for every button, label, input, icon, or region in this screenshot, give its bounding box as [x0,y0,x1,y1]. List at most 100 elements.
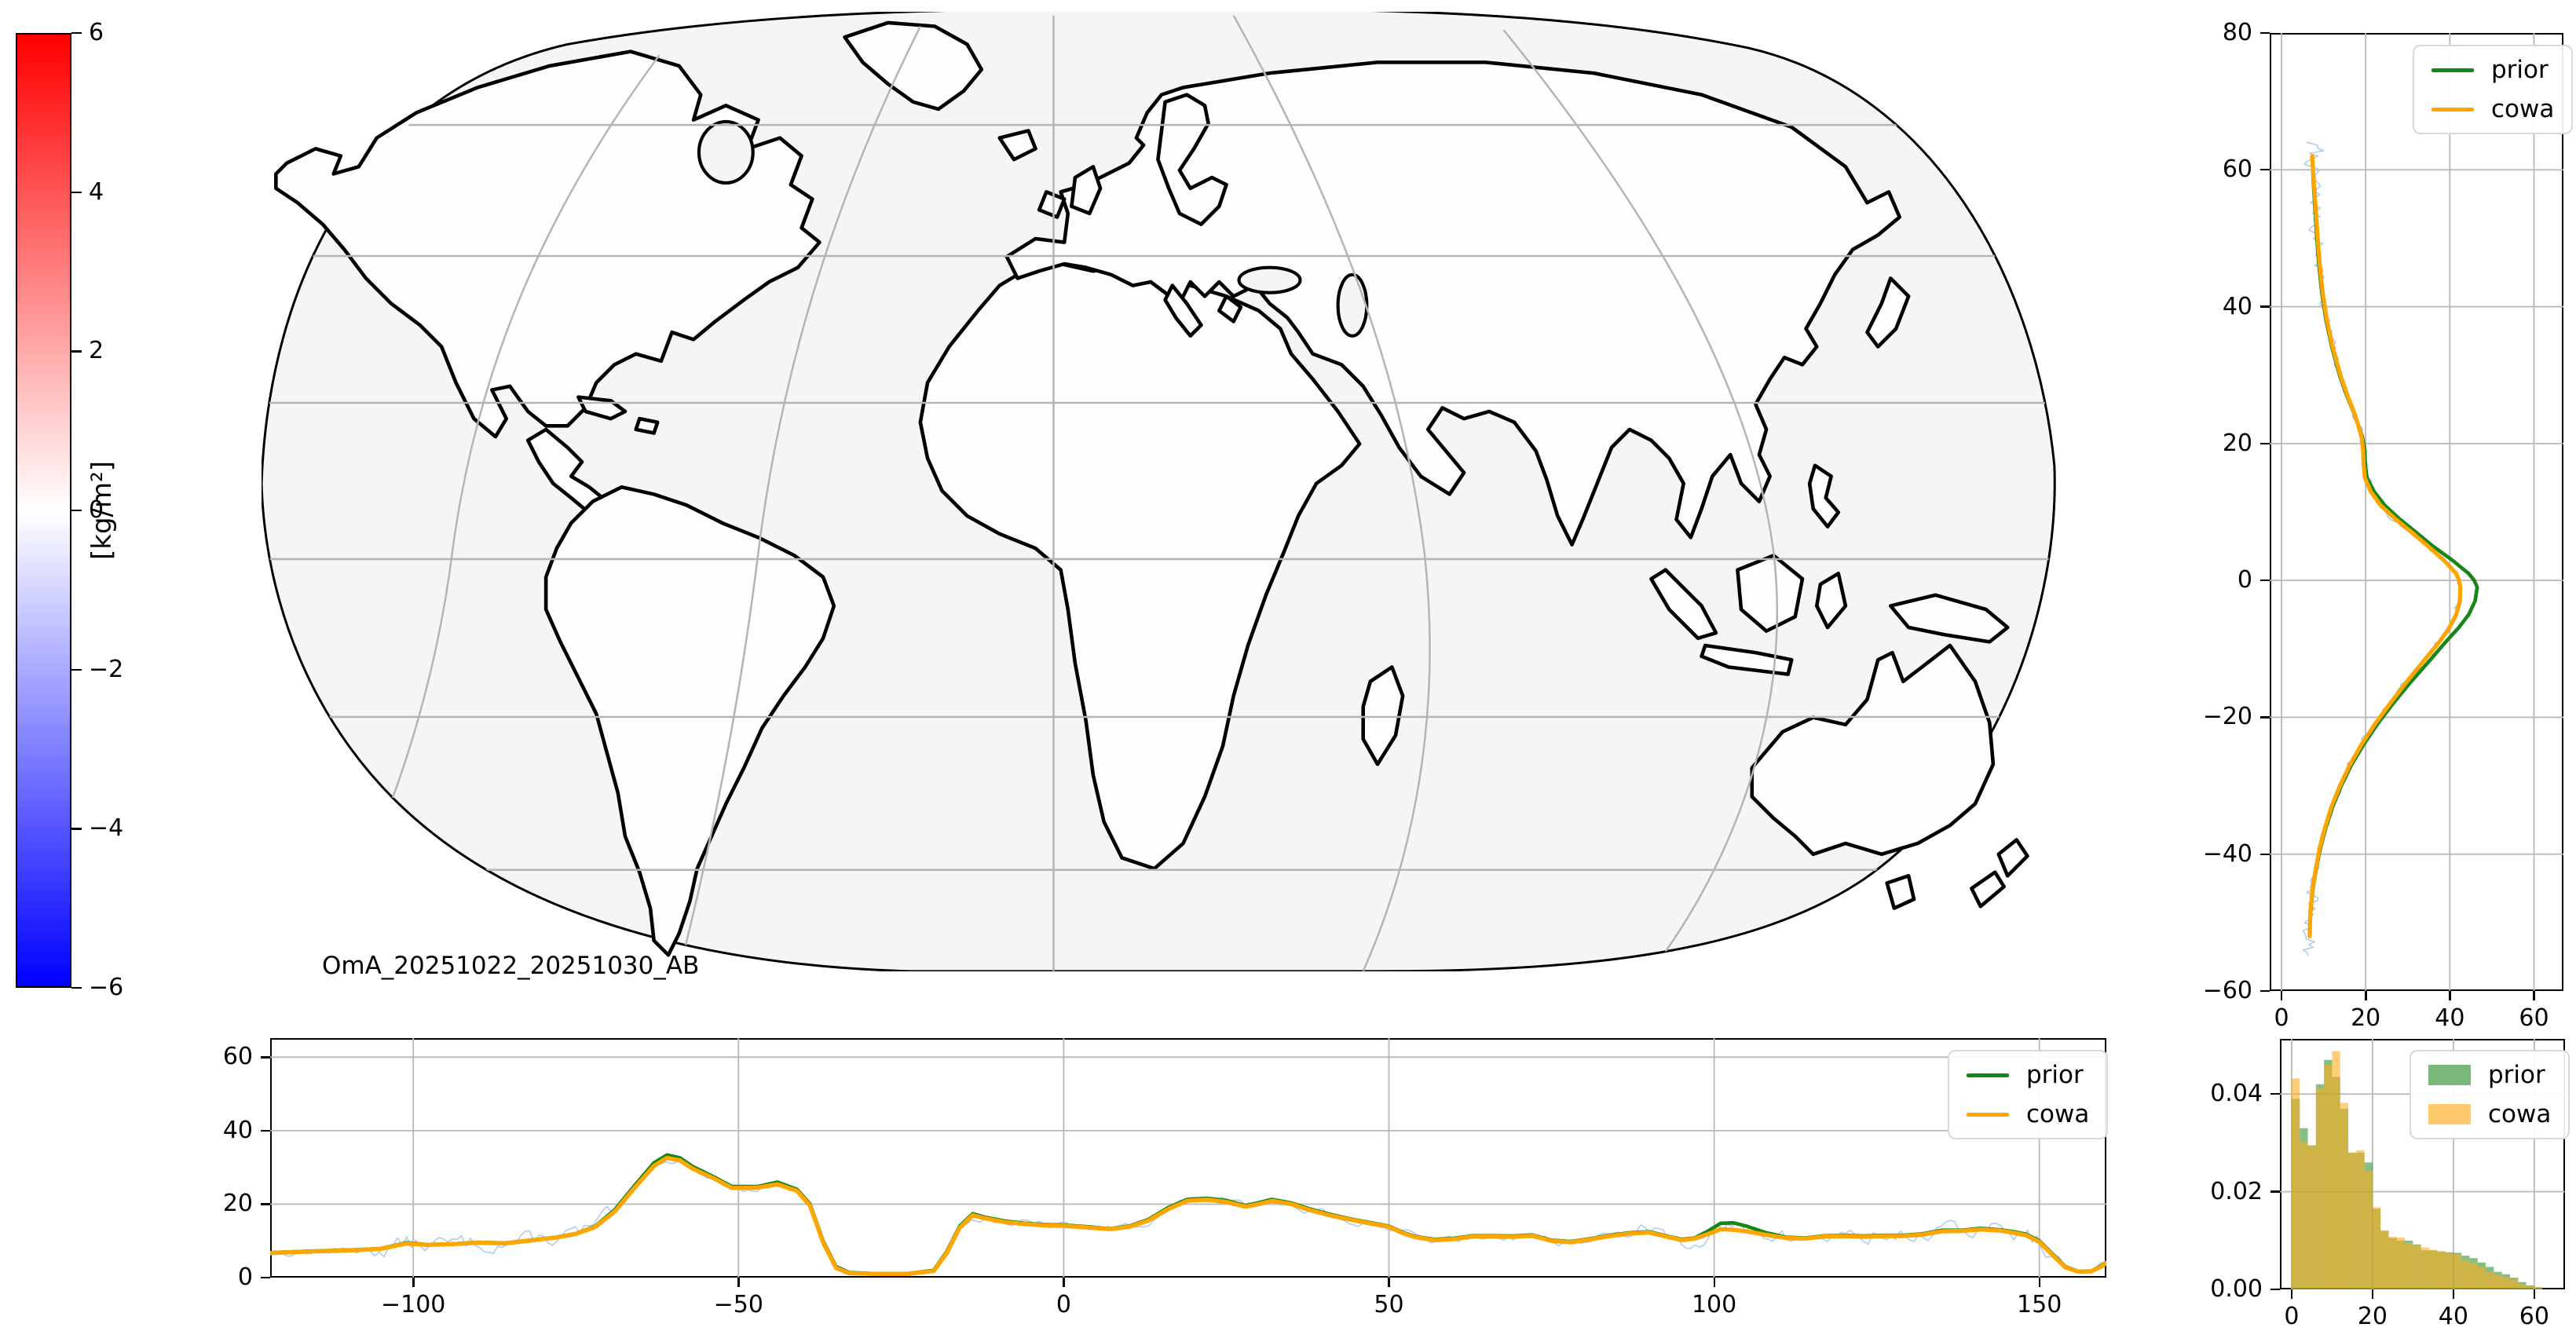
colorbar-tick-label: 0 [89,496,104,524]
colorbar-tick [71,32,82,35]
cowa-line-swatch [2431,107,2474,112]
x-tick [2371,1289,2374,1299]
x-tick [2452,1289,2455,1299]
y-tick [261,1276,270,1279]
lat-profile-legend: prior cowa [2413,45,2574,134]
y-tick-label: 0.04 [2210,1080,2263,1108]
x-tick [2449,991,2451,1000]
y-tick-label: 40 [2222,292,2252,320]
y-tick [261,1129,270,1132]
y-tick-label: 60 [222,1043,253,1071]
x-tick-label: 40 [2435,1004,2465,1032]
y-tick [261,1056,270,1059]
colorbar-tick-label: −6 [89,974,124,1001]
histogram-legend: prior cowa [2410,1050,2571,1139]
colorbar [16,33,71,988]
cowa-label: cowa [2026,1100,2090,1128]
y-tick-label: 0.00 [2210,1275,2263,1303]
colorbar-tick [71,191,82,194]
y-tick-label: 0 [2237,566,2252,594]
cowa-label: cowa [2491,95,2555,123]
cowa-line-swatch [1967,1112,2009,1117]
y-tick [2260,579,2270,582]
x-tick [2290,1289,2293,1299]
x-tick-label: −100 [381,1291,446,1318]
colorbar-tick-label: 4 [89,177,104,206]
colorbar-tick-label: 2 [89,337,104,365]
legend-entry-prior: prior [2431,56,2554,84]
prior-patch-swatch [2428,1065,2471,1085]
colorbar-tick [71,828,82,830]
y-tick [2270,1093,2280,1095]
prior-label: prior [2026,1061,2084,1089]
y-tick-label: 80 [2222,19,2252,46]
x-tick-label: 100 [1691,1291,1737,1318]
legend-entry-cowa: cowa [1967,1100,2089,1128]
x-tick-label: 20 [2351,1004,2381,1032]
histogram-plot [2280,1039,2565,1289]
x-tick-label: 20 [2357,1303,2388,1330]
lon-profile-legend: prior cowa [1948,1050,2109,1139]
legend-entry-cowa: cowa [2428,1100,2551,1128]
y-tick [261,1203,270,1205]
x-tick [2365,991,2367,1000]
y-tick [2260,716,2270,719]
y-tick-label: −40 [2202,839,2252,868]
x-tick-label: 50 [1374,1291,1404,1318]
y-tick-label: 20 [222,1190,253,1218]
lat-profile-panel [2270,33,2563,991]
x-tick-label: 0 [2284,1303,2300,1330]
x-tick [2533,991,2535,1000]
legend-entry-prior: prior [2428,1061,2551,1089]
prior-label: prior [2488,1061,2545,1089]
lat-profile-plot [2270,33,2563,991]
map-annotation: OmA_20251022_20251030_AB [322,952,700,980]
world-map [262,12,2056,971]
y-tick [2260,853,2270,855]
x-tick-label: 60 [2519,1303,2549,1330]
colorbar-tick-label: −2 [89,655,124,683]
legend-entry-prior: prior [1967,1061,2089,1089]
y-tick-label: −20 [2202,703,2252,731]
y-tick-label: 0 [237,1263,253,1291]
graticule [262,15,2055,971]
x-tick [412,1278,415,1287]
x-tick [737,1278,740,1287]
y-tick-label: −60 [2202,977,2252,1004]
cowa-patch-swatch [2428,1104,2471,1124]
x-tick [1388,1278,1390,1287]
x-tick-label: 150 [2017,1291,2062,1318]
x-tick-label: 0 [2274,1004,2289,1032]
x-tick-label: 40 [2438,1303,2468,1330]
prior-line-swatch [1967,1073,2009,1077]
y-tick [2270,1288,2280,1291]
x-tick-label: 0 [1056,1291,1071,1318]
y-tick [2260,169,2270,171]
x-tick [1063,1278,1065,1287]
y-tick [2260,305,2270,308]
lon-profile-plot [270,1038,2106,1278]
prior-label: prior [2491,56,2549,84]
colorbar-tick-label: −4 [89,814,124,843]
colorbar-tick [71,668,82,671]
legend-entry-cowa: cowa [2431,95,2554,123]
x-tick [1713,1278,1715,1287]
prior-line-swatch [2431,68,2474,72]
colorbar-tick [71,510,82,512]
x-tick-label: −50 [713,1291,763,1318]
y-tick [2260,989,2270,993]
cowa-label: cowa [2488,1100,2552,1128]
x-tick-label: 60 [2519,1004,2549,1032]
y-tick-label: 40 [222,1116,253,1144]
y-tick-label: 0.02 [2210,1177,2263,1205]
x-tick [2038,1278,2041,1287]
y-tick [2270,1190,2280,1193]
y-tick [2260,442,2270,445]
x-tick [2281,991,2283,1000]
x-tick [2533,1289,2536,1299]
colorbar-tick [71,350,82,353]
colorbar-tick [71,987,82,989]
colorbar-tick-label: 6 [89,19,104,46]
y-tick-label: 60 [2222,155,2252,184]
